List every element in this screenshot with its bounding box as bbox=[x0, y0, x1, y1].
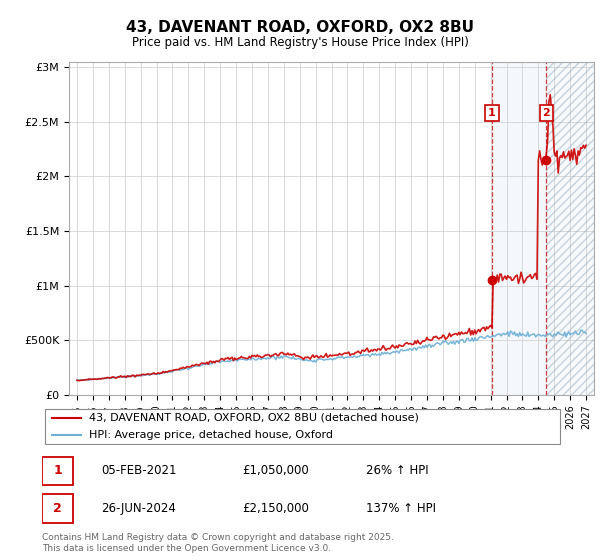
FancyBboxPatch shape bbox=[42, 494, 73, 523]
Text: £2,150,000: £2,150,000 bbox=[242, 502, 308, 515]
Text: 26-JUN-2024: 26-JUN-2024 bbox=[101, 502, 176, 515]
Text: Price paid vs. HM Land Registry's House Price Index (HPI): Price paid vs. HM Land Registry's House … bbox=[131, 36, 469, 49]
Text: 26% ↑ HPI: 26% ↑ HPI bbox=[366, 464, 428, 478]
FancyBboxPatch shape bbox=[44, 409, 560, 444]
Text: £1,050,000: £1,050,000 bbox=[242, 464, 308, 478]
Text: 05-FEB-2021: 05-FEB-2021 bbox=[101, 464, 177, 478]
Text: 1: 1 bbox=[488, 108, 496, 118]
Text: 2: 2 bbox=[542, 108, 550, 118]
FancyBboxPatch shape bbox=[42, 456, 73, 486]
Text: 1: 1 bbox=[53, 464, 62, 478]
Bar bbox=[546, 62, 594, 395]
Bar bbox=[492, 62, 546, 395]
Text: Contains HM Land Registry data © Crown copyright and database right 2025.
This d: Contains HM Land Registry data © Crown c… bbox=[42, 533, 394, 553]
Text: 137% ↑ HPI: 137% ↑ HPI bbox=[366, 502, 436, 515]
Text: 43, DAVENANT ROAD, OXFORD, OX2 8BU (detached house): 43, DAVENANT ROAD, OXFORD, OX2 8BU (deta… bbox=[89, 413, 419, 423]
Text: HPI: Average price, detached house, Oxford: HPI: Average price, detached house, Oxfo… bbox=[89, 430, 333, 440]
Text: 43, DAVENANT ROAD, OXFORD, OX2 8BU: 43, DAVENANT ROAD, OXFORD, OX2 8BU bbox=[126, 20, 474, 35]
Bar bbox=[546, 62, 594, 395]
Text: 2: 2 bbox=[53, 502, 62, 515]
